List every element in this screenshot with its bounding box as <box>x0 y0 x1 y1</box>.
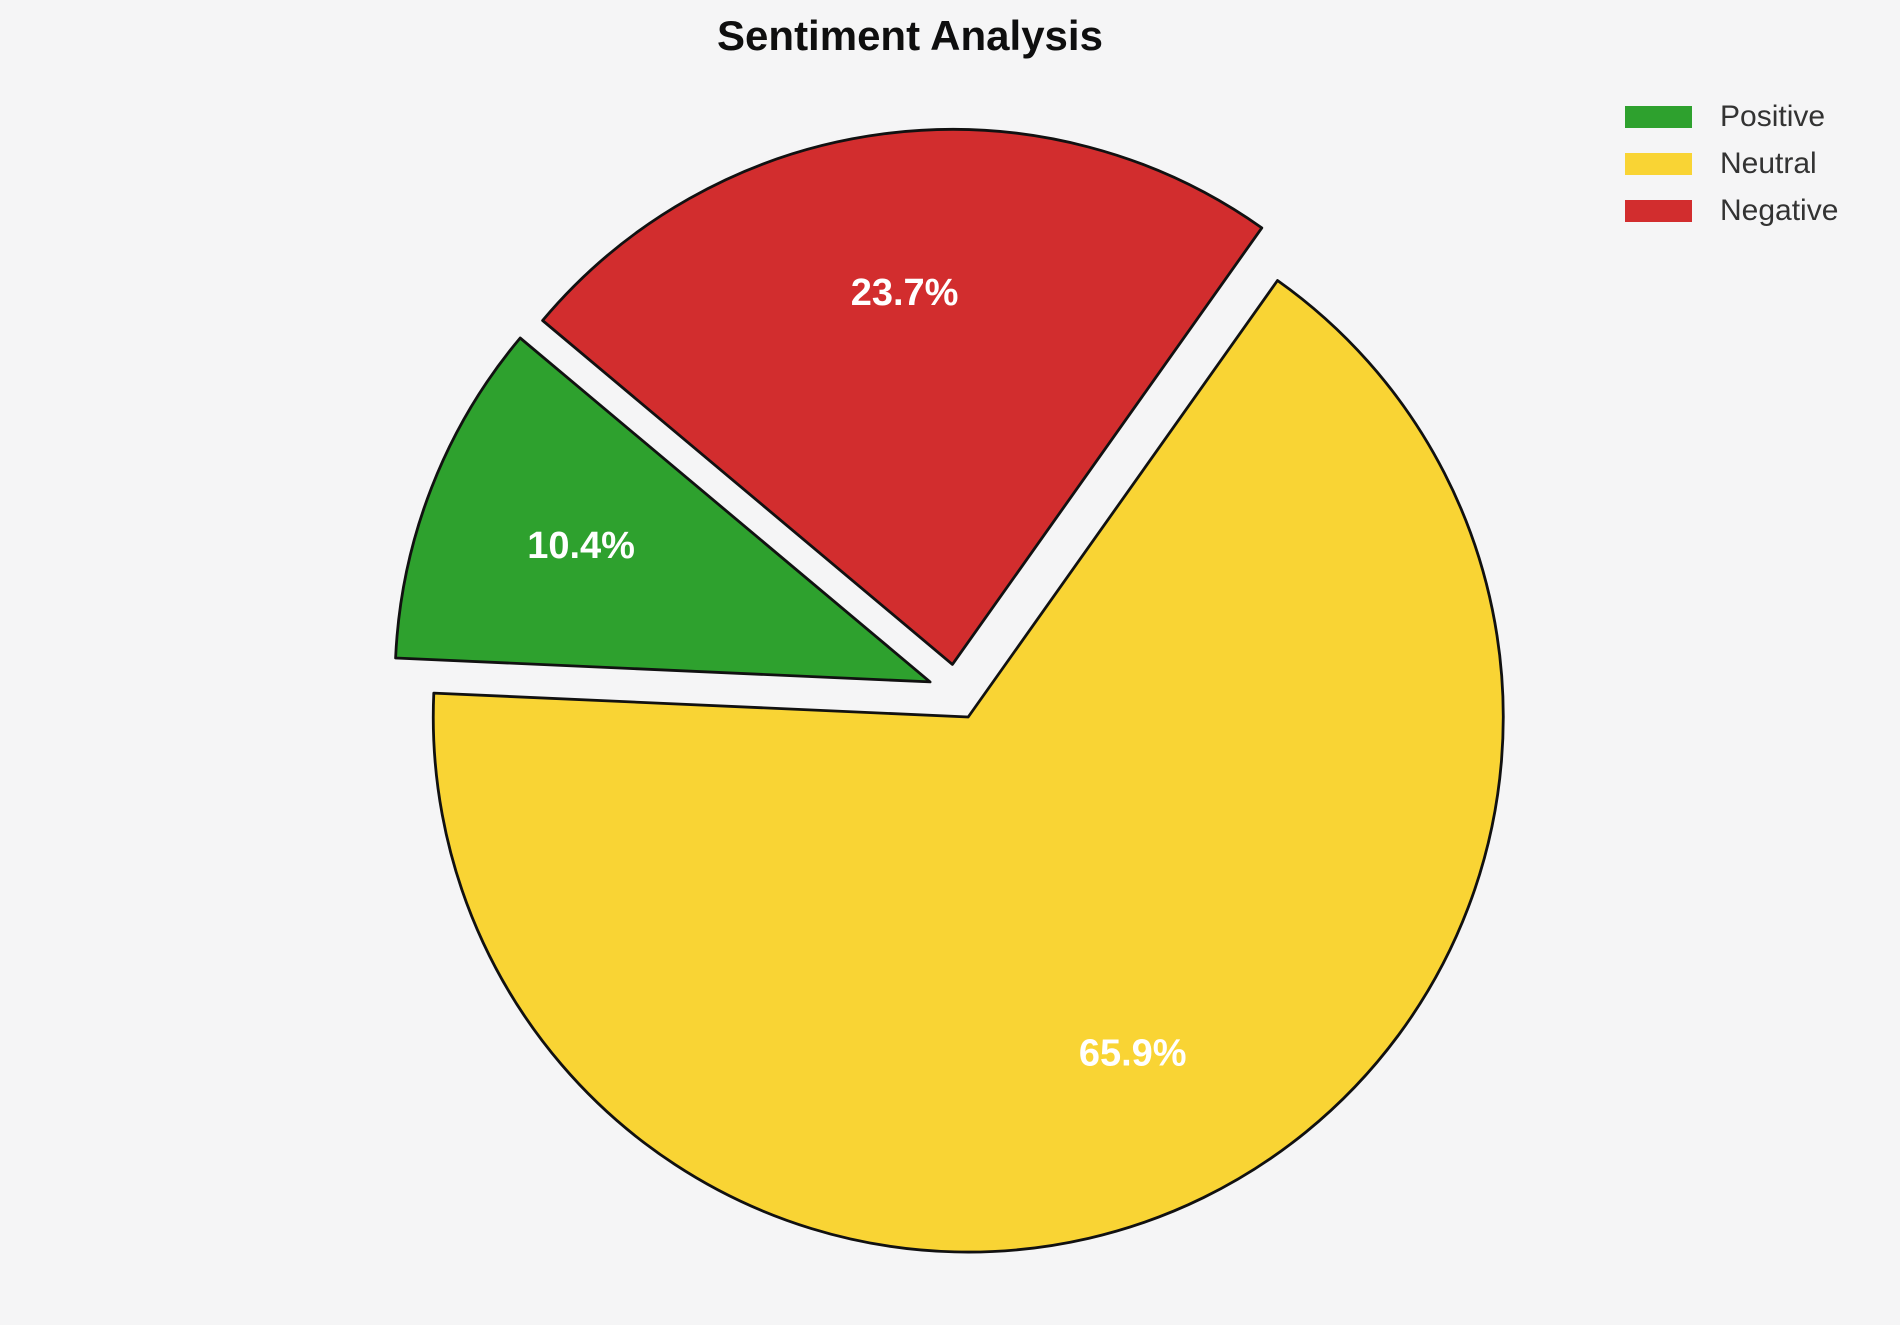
legend-item: Positive <box>1625 102 1838 132</box>
legend-item: Neutral <box>1625 149 1838 179</box>
legend-swatch <box>1625 200 1692 222</box>
legend: Positive Neutral Negative <box>1625 102 1838 243</box>
legend-swatch <box>1625 106 1692 128</box>
legend-label: Neutral <box>1720 147 1817 180</box>
chart-title: Sentiment Analysis <box>717 12 1103 59</box>
pie-slice-neutral <box>431 279 1505 1254</box>
legend-label: Positive <box>1720 100 1826 133</box>
legend-label: Negative <box>1720 194 1839 227</box>
pie-slice-positive <box>394 336 932 684</box>
legend-swatch <box>1625 153 1692 175</box>
pct-label-negative: 23.7% <box>851 272 959 314</box>
pie-slice-negative <box>541 128 1264 666</box>
pct-label-positive: 10.4% <box>527 525 635 567</box>
legend-item: Negative <box>1625 196 1838 226</box>
pct-label-neutral: 65.9% <box>1079 1032 1187 1074</box>
